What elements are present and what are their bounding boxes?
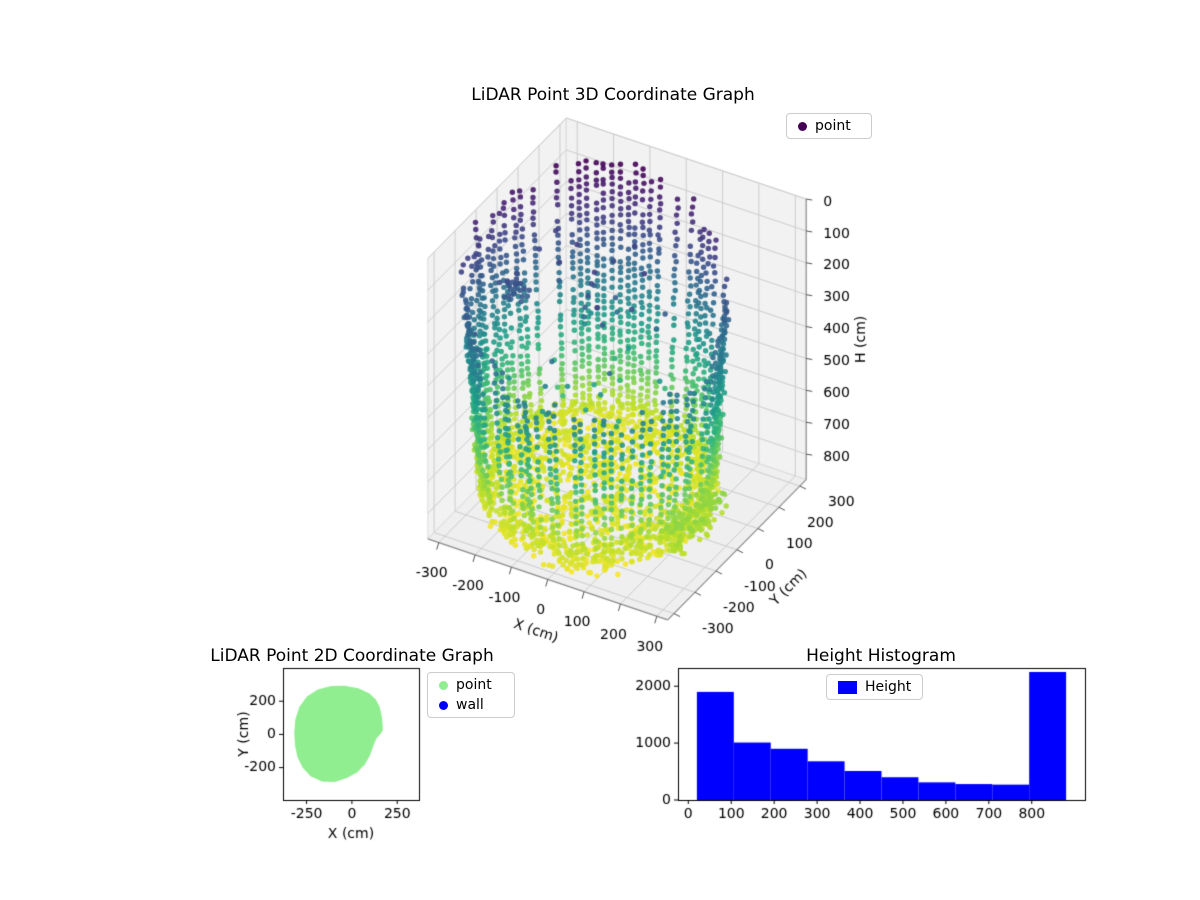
- scatter2d-legend: point wall: [427, 672, 515, 718]
- legend-label: Height: [865, 679, 912, 695]
- legend-label: point: [456, 677, 492, 693]
- legend-item-wall-2d: wall: [439, 697, 503, 713]
- point-marker-icon: [439, 680, 448, 690]
- point-marker-icon: [798, 121, 807, 131]
- legend-item-point-3d: point: [798, 118, 860, 134]
- scatter3d-title: LiDAR Point 3D Coordinate Graph: [471, 85, 755, 105]
- histogram-title: Height Histogram: [806, 646, 956, 666]
- legend-label: point: [815, 118, 851, 134]
- wall-marker-icon: [439, 700, 448, 710]
- legend-item-point-2d: point: [439, 677, 503, 693]
- histogram-legend: Height: [826, 674, 924, 700]
- scatter3d-legend: point: [786, 113, 872, 139]
- scatter2d-title: LiDAR Point 2D Coordinate Graph: [210, 646, 494, 666]
- height-swatch-icon: [838, 680, 857, 694]
- legend-item-height: Height: [838, 679, 911, 695]
- legend-label: wall: [456, 697, 484, 713]
